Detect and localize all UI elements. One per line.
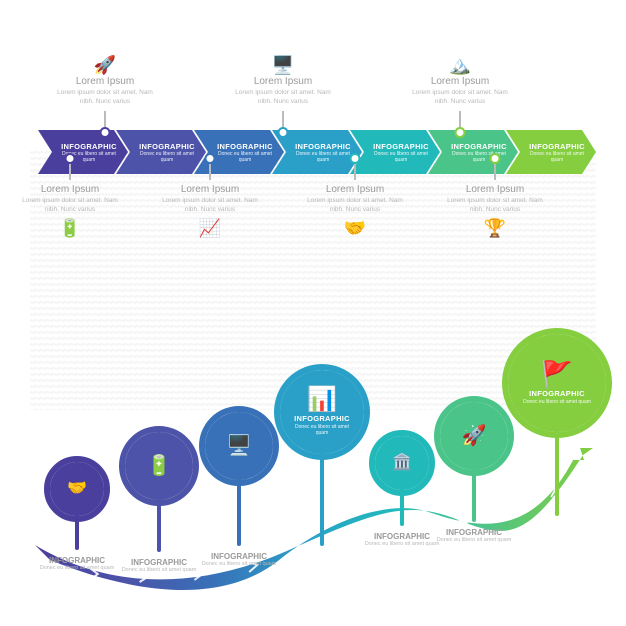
arrow-step-7: INFOGRAPHICDonec eu libero sit amet quam bbox=[506, 130, 596, 174]
circle-stem bbox=[472, 466, 476, 522]
mountain-icon: 🏔️ bbox=[405, 56, 515, 74]
handshake-icon: 🤝 bbox=[67, 481, 87, 497]
callout-title: Lorem Ipsum bbox=[405, 76, 515, 87]
wave-circle-5: 🏛️INFOGRAPHICDonec eu libero sit amet qu… bbox=[375, 436, 429, 490]
arrow-step-5: INFOGRAPHICDonec eu libero sit amet quam bbox=[350, 130, 440, 174]
building-icon: 🏛️ bbox=[392, 455, 412, 471]
connector-pin bbox=[354, 162, 356, 180]
connector-pin bbox=[209, 162, 211, 180]
wave-circle-1: 🤝INFOGRAPHICDonec eu libero sit amet qua… bbox=[50, 462, 104, 516]
callout-title: Lorem Ipsum bbox=[155, 184, 265, 195]
connector-pin bbox=[104, 111, 106, 129]
circle-stem bbox=[320, 450, 324, 546]
arrow-label: INFOGRAPHIC bbox=[61, 142, 117, 151]
callout-below: Lorem Ipsum Lorem ipsum dolor sit amet. N… bbox=[15, 184, 125, 239]
callout-title: Lorem Ipsum bbox=[15, 184, 125, 195]
trophy-icon: 🏆 bbox=[440, 219, 550, 237]
callout-desc: Lorem ipsum dolor sit amet. Nam nibh. Nu… bbox=[300, 197, 410, 215]
circle-caption: INFOGRAPHICDonec eu libero sit amet quam bbox=[179, 552, 299, 568]
flag-icon: 🚩 bbox=[541, 361, 573, 387]
arrow-desc: Donec eu libero sit amet quam bbox=[527, 151, 587, 163]
connector-pin bbox=[459, 111, 461, 129]
callout-title: Lorem Ipsum bbox=[50, 76, 160, 87]
callout-title: Lorem Ipsum bbox=[300, 184, 410, 195]
callout-above: 🏔️ Lorem Ipsum Lorem ipsum dolor sit amet.… bbox=[405, 56, 515, 107]
arrow-label: INFOGRAPHIC bbox=[529, 142, 585, 151]
circle-caption: INFOGRAPHICDonec eu libero sit amet quam bbox=[414, 528, 534, 544]
connector-pin bbox=[282, 111, 284, 129]
circle-stem bbox=[75, 512, 79, 550]
circle-label: INFOGRAPHIC bbox=[179, 552, 299, 561]
wave-circle-7: 🚩 INFOGRAPHICDonec eu libero sit amet qua… bbox=[508, 334, 606, 432]
callout-above: 🚀 Lorem Ipsum Lorem ipsum dolor sit amet. … bbox=[50, 56, 160, 107]
circle-desc: Donec eu libero sit amet quam bbox=[293, 424, 352, 436]
callout-above: 🖥️ Lorem Ipsum Lorem ipsum dolor sit amet.… bbox=[228, 56, 338, 107]
arrow-step-1: INFOGRAPHICDonec eu libero sit amet quam bbox=[38, 130, 128, 174]
callout-below: Lorem Ipsum Lorem ipsum dolor sit amet. N… bbox=[155, 184, 265, 239]
callout-title: Lorem Ipsum bbox=[440, 184, 550, 195]
arrow-desc: Donec eu libero sit amet quam bbox=[137, 151, 197, 163]
chart-up-icon: 📈 bbox=[155, 219, 265, 237]
circle-stem bbox=[555, 428, 559, 516]
arrow-desc: Donec eu libero sit amet quam bbox=[371, 151, 431, 163]
wave-circle-6: 🚀INFOGRAPHICDonec eu libero sit amet qua… bbox=[440, 402, 508, 470]
connector-pin bbox=[494, 162, 496, 180]
callout-desc: Lorem ipsum dolor sit amet. Nam nibh. Nu… bbox=[228, 89, 338, 107]
callout-desc: Lorem ipsum dolor sit amet. Nam nibh. Nu… bbox=[405, 89, 515, 107]
wave-circle-4: 📊 INFOGRAPHICDonec eu libero sit amet qua… bbox=[280, 370, 364, 454]
arrow-label: INFOGRAPHIC bbox=[295, 142, 351, 151]
arrow-label: INFOGRAPHIC bbox=[139, 142, 195, 151]
battery-icon: 🔋 bbox=[15, 219, 125, 237]
arrow-step-2: INFOGRAPHICDonec eu libero sit amet quam bbox=[116, 130, 206, 174]
callout-desc: Lorem ipsum dolor sit amet. Nam nibh. Nu… bbox=[50, 89, 160, 107]
arrow-step-6: INFOGRAPHICDonec eu libero sit amet quam bbox=[428, 130, 518, 174]
handshake-icon: 🤝 bbox=[300, 219, 410, 237]
circle-stem bbox=[157, 496, 161, 552]
callout-desc: Lorem ipsum dolor sit amet. Nam nibh. Nu… bbox=[15, 197, 125, 215]
wave-infographic: 🤝INFOGRAPHICDonec eu libero sit amet qua… bbox=[30, 340, 598, 600]
arrow-label: INFOGRAPHIC bbox=[373, 142, 429, 151]
circle-stem bbox=[400, 486, 404, 526]
callout-desc: Lorem ipsum dolor sit amet. Nam nibh. Nu… bbox=[155, 197, 265, 215]
arrow-timeline: INFOGRAPHICDonec eu libero sit amet quam… bbox=[38, 130, 596, 174]
circle-desc: Donec eu libero sit amet quam bbox=[179, 561, 299, 568]
monitor-icon: 🖥️ bbox=[228, 56, 338, 74]
callout-desc: Lorem ipsum dolor sit amet. Nam nibh. Nu… bbox=[440, 197, 550, 215]
connector-pin bbox=[69, 162, 71, 180]
circle-stem bbox=[237, 476, 241, 546]
circle-desc: Donec eu libero sit amet quam bbox=[414, 537, 534, 544]
rocket-icon: 🚀 bbox=[50, 56, 160, 74]
arrow-desc: Donec eu libero sit amet quam bbox=[215, 151, 275, 163]
battery-icon: 🔋 bbox=[147, 456, 172, 476]
arrow-step-3: INFOGRAPHICDonec eu libero sit amet quam bbox=[194, 130, 284, 174]
arrow-label: INFOGRAPHIC bbox=[217, 142, 273, 151]
circle-label: INFOGRAPHIC bbox=[529, 389, 585, 398]
circle-label: INFOGRAPHIC bbox=[414, 528, 534, 537]
circle-label: INFOGRAPHIC bbox=[294, 414, 350, 423]
arrow-label: INFOGRAPHIC bbox=[451, 142, 507, 151]
rocket-icon: 🚀 bbox=[462, 426, 487, 446]
callout-below: Lorem Ipsum Lorem ipsum dolor sit amet. N… bbox=[440, 184, 550, 239]
monitor-icon: 🖥️ bbox=[227, 436, 252, 456]
callout-title: Lorem Ipsum bbox=[228, 76, 338, 87]
wave-circle-2: 🔋INFOGRAPHICDonec eu libero sit amet qua… bbox=[125, 432, 193, 500]
circle-desc: Donec eu libero sit amet quam bbox=[523, 399, 591, 405]
callout-below: Lorem Ipsum Lorem ipsum dolor sit amet. N… bbox=[300, 184, 410, 239]
bar-chart-icon: 📊 bbox=[307, 388, 337, 412]
wave-circle-3: 🖥️INFOGRAPHICDonec eu libero sit amet qu… bbox=[205, 412, 273, 480]
arrow-desc: Donec eu libero sit amet quam bbox=[293, 151, 353, 163]
